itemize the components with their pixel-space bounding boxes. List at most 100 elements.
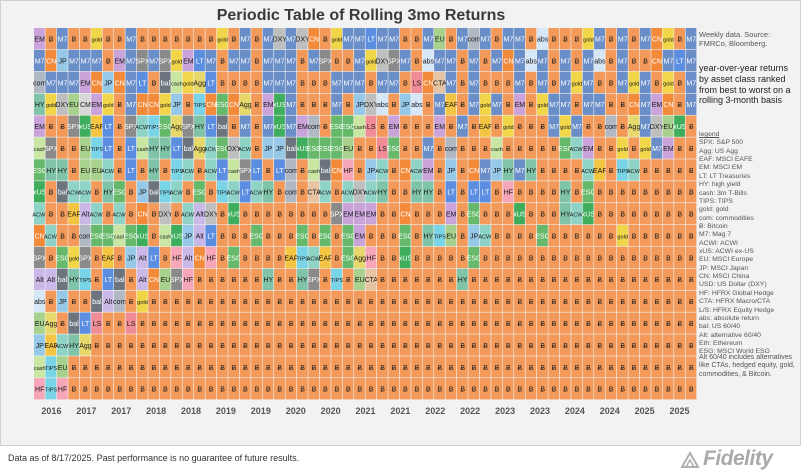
grid-cell-label: M7 [446, 80, 456, 87]
grid-cell-label: HF [172, 255, 181, 262]
grid-cell-label: ACWI [204, 147, 219, 153]
grid-cell-label: Ƀ [655, 190, 660, 197]
grid-cell-label: Ƀ [437, 365, 442, 372]
grid-cell-label: Ƀ [643, 58, 648, 65]
grid-cell [79, 137, 91, 159]
grid-cell [674, 159, 685, 181]
grid-cell [239, 137, 251, 159]
grid-cell-label: LT [207, 233, 215, 240]
grid-cell [548, 334, 560, 356]
grid-cell-label: Ƀ [655, 343, 660, 350]
grid-cell-label: Ƀ [392, 102, 397, 109]
grid-cell [639, 268, 651, 290]
grid-cell [651, 137, 663, 159]
grid-cell-label: Ƀ [517, 365, 522, 372]
grid-cell-label: Ƀ [163, 37, 168, 44]
grid-cell-label: HY [378, 190, 388, 197]
grid-cell-label: M7 [458, 37, 468, 44]
grid-cell-label: Ƀ [495, 124, 500, 131]
grid-cell-label: CTA [307, 190, 321, 197]
grid-cell-label: Ƀ [460, 190, 465, 197]
grid-cell-label: Ƀ [117, 37, 122, 44]
grid-cell [68, 137, 80, 159]
grid-cell [651, 71, 663, 94]
grid-cell [56, 28, 68, 50]
grid-cell-label: Ƀ [392, 212, 397, 219]
grid-cell-label: Ƀ [437, 343, 442, 350]
grid-cell [102, 203, 114, 225]
grid-cell-label: M7 [435, 58, 445, 65]
grid-cell-label: gold [572, 81, 583, 87]
grid-cell [548, 137, 560, 159]
grid-cell [319, 312, 331, 334]
grid-cell-label: SPX [33, 255, 47, 262]
grid-cell-label: Ƀ [449, 124, 454, 131]
grid-cell [582, 115, 594, 137]
grid-cell-label: Ƀ [323, 365, 328, 372]
grid-cell [296, 28, 308, 50]
grid-cell-label: Ƀ [220, 299, 225, 306]
grid-cell-label: ESG [124, 233, 139, 240]
grid-cell [376, 312, 388, 334]
grid-cell [594, 356, 605, 378]
grid-cell-label: Ƀ [540, 190, 545, 197]
grid-cell [331, 378, 343, 400]
grid-cell [548, 93, 560, 115]
grid-cell [91, 137, 102, 159]
grid-cell [674, 246, 685, 269]
grid-cell [171, 203, 183, 225]
grid-cell-label: Ƀ [472, 387, 477, 394]
grid-cell [239, 224, 251, 247]
grid-cell-label: JP [173, 102, 182, 109]
grid-cell-label: M7 [584, 102, 594, 109]
grid-cell-label: Ƀ [632, 233, 637, 240]
grid-cell-label: Ƀ [60, 321, 65, 328]
grid-cell-label: Ƀ [357, 343, 362, 350]
grid-cell-label: Ƀ [369, 299, 374, 306]
grid-cell-label: gold [46, 103, 57, 109]
grid-cell-label: Ƀ [540, 343, 545, 350]
grid-cell-label: Ƀ [460, 321, 465, 328]
grid-cell-label: CN [46, 58, 56, 65]
grid-cell [491, 28, 503, 50]
grid-cell-label: ESG [215, 102, 230, 109]
grid-cell [548, 246, 560, 269]
grid-cell [114, 181, 125, 203]
grid-cell [262, 203, 274, 225]
grid-cell [182, 28, 194, 50]
grid-cell [56, 268, 68, 290]
grid-cell [422, 334, 434, 356]
grid-cell-label: Ƀ [197, 168, 202, 175]
grid-cell [114, 93, 125, 115]
grid-cell [639, 137, 651, 159]
grid-cell [136, 356, 148, 378]
grid-cell-label: Ƀ [655, 233, 660, 240]
grid-cell-label: EU [92, 168, 102, 175]
grid-cell-label: Ƀ [483, 365, 488, 372]
grid-cell-label: bal [161, 80, 171, 87]
grid-cell [308, 93, 320, 115]
grid-cell [399, 159, 411, 181]
grid-cell-label: Ƀ [483, 387, 488, 394]
grid-cell-label: Ƀ [232, 387, 237, 394]
grid-cell [34, 28, 45, 50]
grid-cell-label: JP [127, 255, 136, 262]
grid-cell-label: xUS [79, 124, 93, 131]
grid-cell [571, 290, 583, 312]
grid-cell-label: cash [114, 234, 126, 240]
grid-cell [45, 115, 57, 137]
grid-cell-label: ACWI [204, 169, 219, 175]
grid-cell [125, 378, 137, 400]
grid-cell-label: Ƀ [403, 190, 408, 197]
grid-cell-label: Ƀ [689, 233, 694, 240]
grid-cell-label: Ƀ [60, 146, 65, 153]
grid-cell [365, 49, 377, 72]
grid-cell-label: Ƀ [517, 255, 522, 262]
grid-cell [536, 268, 548, 290]
grid-cell [605, 93, 617, 115]
grid-cell-label: Ƀ [666, 212, 671, 219]
grid-cell-label: Ƀ [563, 299, 568, 306]
grid-cell [91, 203, 102, 225]
grid-cell [331, 137, 343, 159]
grid-cell [468, 137, 480, 159]
